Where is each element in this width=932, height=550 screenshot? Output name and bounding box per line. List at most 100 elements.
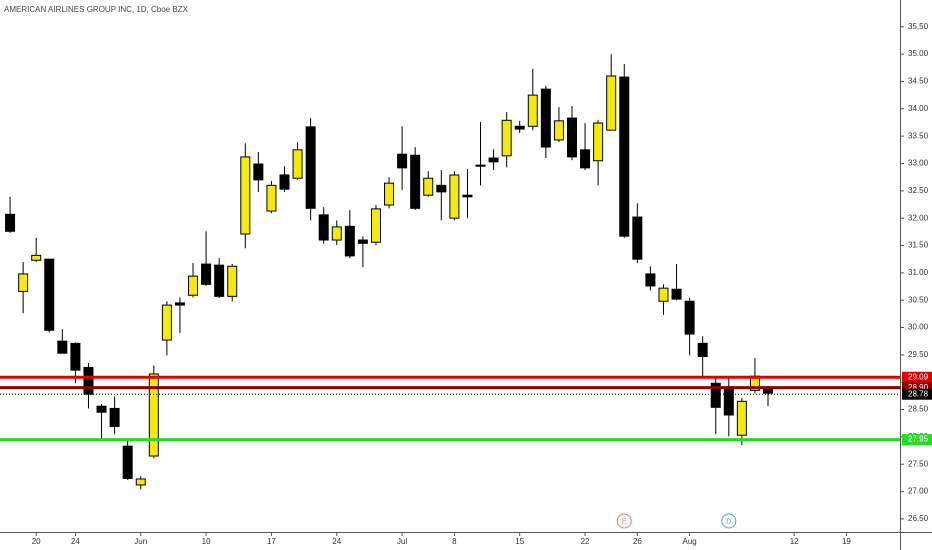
x-tick-label: Jul xyxy=(397,537,407,546)
y-tick-label: 31.50 xyxy=(908,241,929,250)
candle-body xyxy=(632,216,643,260)
event-marker xyxy=(616,513,632,529)
candle-body xyxy=(174,302,185,306)
candle-body xyxy=(292,149,303,179)
candle-body xyxy=(619,76,630,237)
y-tick-label: 29.50 xyxy=(908,350,929,359)
x-tick-label: 22 xyxy=(581,537,590,546)
candle-body xyxy=(57,340,68,354)
x-tick-label: 17 xyxy=(267,537,276,546)
y-tick-label: 33.00 xyxy=(908,159,929,168)
candle-body xyxy=(540,88,551,148)
price-label: 28.78 xyxy=(908,389,929,398)
candle-body xyxy=(240,156,251,235)
candle-body xyxy=(488,157,499,163)
x-tick-label: 15 xyxy=(515,537,524,546)
price-label-bg xyxy=(902,388,932,400)
candle-body xyxy=(723,388,734,416)
candle-body xyxy=(344,225,355,257)
candle-body xyxy=(527,94,538,127)
y-tick-label: 35.00 xyxy=(908,49,929,58)
candle-body xyxy=(18,273,29,292)
candle-body xyxy=(736,400,747,436)
x-tick-label: 24 xyxy=(332,537,341,546)
candle-body xyxy=(253,163,264,181)
candle-body xyxy=(135,478,146,486)
candle-body xyxy=(710,382,721,408)
candle-body xyxy=(410,154,421,209)
y-tick-label: 35.50 xyxy=(908,22,929,31)
candle-body xyxy=(188,275,199,296)
y-tick-label: 34.00 xyxy=(908,104,929,113)
y-tick-label: 30.50 xyxy=(908,295,929,304)
x-tick-label: 19 xyxy=(842,537,851,546)
candle-body xyxy=(645,273,656,287)
candle-body xyxy=(5,213,16,232)
y-tick-label: 33.50 xyxy=(908,131,929,140)
candle-body xyxy=(397,153,408,169)
candle-body xyxy=(475,164,486,167)
x-tick-label: 24 xyxy=(71,537,80,546)
candle-body xyxy=(96,405,107,413)
candle-body xyxy=(266,184,277,212)
chart-title: AMERICAN AIRLINES GROUP INC, 1D, Cboe BZ… xyxy=(4,5,189,14)
event-label: E xyxy=(622,518,627,525)
candle-body xyxy=(580,149,591,169)
x-tick-label: 10 xyxy=(202,537,211,546)
candle-body xyxy=(553,120,564,141)
candle-body xyxy=(83,366,94,395)
candle-body xyxy=(148,373,159,457)
y-tick-label: 28.50 xyxy=(908,405,929,414)
y-tick-label: 27.00 xyxy=(908,487,929,496)
event-marker xyxy=(721,513,737,529)
candle-body xyxy=(122,445,133,479)
y-tick-label: 27.50 xyxy=(908,459,929,468)
candle-body xyxy=(514,125,525,130)
candle-body xyxy=(671,288,682,300)
candle-body xyxy=(227,265,238,297)
candle-body xyxy=(423,177,434,196)
x-tick-label: 26 xyxy=(633,537,642,546)
candle-body xyxy=(606,75,617,131)
candle-body xyxy=(109,407,120,427)
x-tick-label: 20 xyxy=(32,537,41,546)
candle-body xyxy=(305,126,316,209)
price-label: 29.09 xyxy=(908,372,929,381)
x-tick-label: 8 xyxy=(452,537,457,546)
candle-body xyxy=(449,174,460,219)
y-tick-label: 32.50 xyxy=(908,186,929,195)
candle-body xyxy=(658,287,669,302)
price-label: 28.90 xyxy=(908,383,929,392)
candle-body xyxy=(31,254,42,261)
price-label-bg xyxy=(902,382,932,394)
candle-body xyxy=(501,119,512,157)
y-tick-label: 34.50 xyxy=(908,77,929,86)
y-tick-label: 26.50 xyxy=(908,514,929,523)
price-label-bg xyxy=(902,371,932,383)
price-label: 27.95 xyxy=(908,435,929,444)
candle-body xyxy=(697,342,708,357)
candle-body xyxy=(331,226,342,241)
candle-body xyxy=(44,258,55,331)
candle-body xyxy=(370,208,381,243)
x-tick-label: Jun xyxy=(134,537,147,546)
candle-body xyxy=(214,264,225,297)
candle-body xyxy=(462,194,473,198)
y-tick-label: 32.00 xyxy=(908,213,929,222)
candle-body xyxy=(684,300,695,335)
candle-body xyxy=(279,174,290,190)
candle-body xyxy=(436,184,447,193)
event-label: D xyxy=(726,518,731,525)
candle-body xyxy=(593,122,604,162)
candle-body xyxy=(763,388,774,394)
candle-body xyxy=(566,117,577,158)
candle-body xyxy=(384,182,395,206)
price-label-bg xyxy=(902,434,932,446)
candle-body xyxy=(318,214,329,241)
candle-body xyxy=(357,239,368,244)
x-tick-label: Aug xyxy=(682,537,696,546)
candle-body xyxy=(70,342,81,371)
y-tick-label: 30.00 xyxy=(908,323,929,332)
